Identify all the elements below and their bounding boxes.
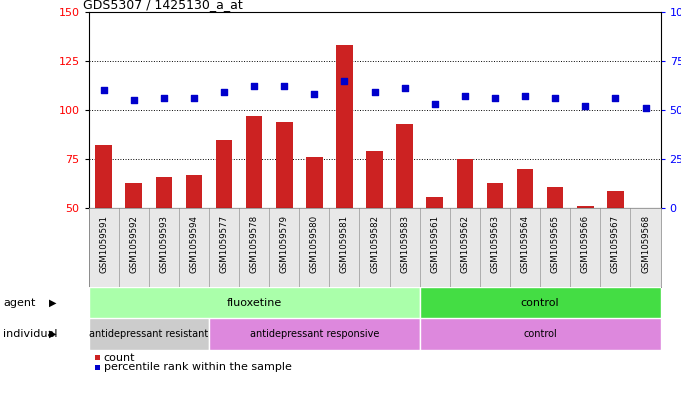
Bar (89, 287, 419, 318)
Point (490, 95, 501, 101)
Text: GSM1059566: GSM1059566 (581, 215, 590, 273)
Text: GSM1059563: GSM1059563 (490, 215, 499, 273)
Text: count: count (104, 353, 135, 363)
Bar (216, 140, 232, 208)
Point (189, 95, 200, 101)
Text: GSM1059582: GSM1059582 (370, 215, 379, 273)
Text: individual: individual (3, 329, 58, 339)
Point (369, 89, 380, 95)
Text: antidepressant responsive: antidepressant responsive (250, 329, 379, 339)
Text: GSM1059593: GSM1059593 (159, 215, 168, 273)
Text: GSM1059565: GSM1059565 (551, 215, 560, 273)
Point (249, 83, 259, 90)
Bar (276, 122, 293, 208)
Text: GSM1059579: GSM1059579 (280, 215, 289, 273)
Bar (89, 318, 209, 350)
Bar (336, 45, 353, 208)
Text: GSM1059562: GSM1059562 (460, 215, 469, 273)
Bar (419, 287, 661, 318)
Text: percentile rank within the sample: percentile rank within the sample (104, 362, 291, 373)
Point (520, 93, 530, 99)
Text: control: control (523, 329, 557, 339)
Text: GSM1059583: GSM1059583 (400, 215, 409, 273)
Bar (246, 116, 262, 208)
Point (399, 85, 410, 92)
Point (339, 77, 350, 84)
Bar (426, 196, 443, 208)
Point (429, 101, 440, 107)
Text: GSM1059567: GSM1059567 (611, 215, 620, 273)
Point (640, 105, 651, 111)
Text: antidepressant resistant: antidepressant resistant (89, 329, 208, 339)
Point (580, 103, 590, 109)
Bar (125, 183, 142, 208)
Bar (95, 145, 112, 208)
Text: ▶: ▶ (49, 298, 57, 308)
Text: GDS5307 / 1425130_a_at: GDS5307 / 1425130_a_at (83, 0, 242, 11)
Bar (366, 151, 383, 208)
Text: control: control (521, 298, 560, 308)
Point (460, 93, 471, 99)
Text: ▶: ▶ (49, 329, 57, 339)
Point (610, 95, 621, 101)
Bar (396, 124, 413, 208)
Text: agent: agent (3, 298, 36, 308)
Text: GSM1059591: GSM1059591 (99, 215, 108, 273)
Point (128, 97, 139, 103)
Bar (517, 169, 533, 208)
Text: GSM1059564: GSM1059564 (520, 215, 530, 273)
Bar (419, 318, 661, 350)
Bar (577, 206, 594, 208)
Bar (186, 175, 202, 208)
Text: GSM1059578: GSM1059578 (250, 215, 259, 273)
Bar (155, 177, 172, 208)
Text: GSM1059561: GSM1059561 (430, 215, 439, 273)
Point (159, 95, 170, 101)
Bar (456, 159, 473, 208)
Point (219, 89, 229, 95)
Text: GSM1059580: GSM1059580 (310, 215, 319, 273)
Text: GSM1059594: GSM1059594 (189, 215, 198, 273)
Bar (487, 183, 503, 208)
Bar (306, 157, 323, 208)
Point (98, 87, 109, 94)
Bar (209, 318, 419, 350)
Point (550, 95, 560, 101)
Bar (547, 187, 563, 208)
Text: GSM1059581: GSM1059581 (340, 215, 349, 273)
Text: GSM1059592: GSM1059592 (129, 215, 138, 273)
Point (309, 91, 320, 97)
Text: fluoxetine: fluoxetine (227, 298, 282, 308)
Text: GSM1059568: GSM1059568 (641, 215, 650, 273)
Point (279, 83, 289, 90)
Text: GSM1059577: GSM1059577 (219, 215, 229, 273)
Bar (607, 191, 624, 208)
